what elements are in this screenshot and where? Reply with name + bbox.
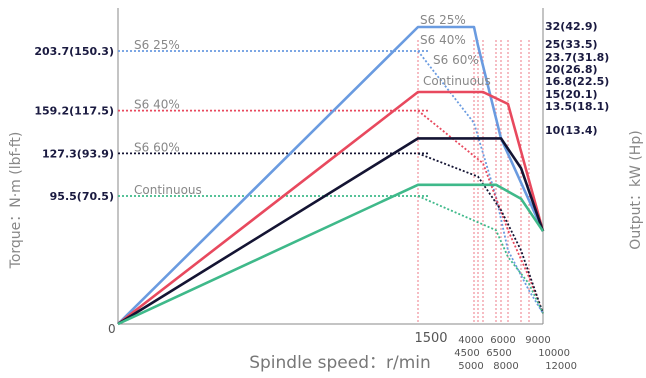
x-tick-label: 9000 xyxy=(525,335,550,346)
series-label-knee: S6 40% xyxy=(420,33,466,47)
x-tick-label: 1500 xyxy=(414,331,447,346)
x-tick-label: 4500 xyxy=(454,348,479,359)
x-tick-label: 12000 xyxy=(545,361,577,372)
output-value-label: 23.7(31.8) xyxy=(545,51,609,64)
series-label-knee: S6 60% xyxy=(433,53,479,67)
x-tick-label: 8000 xyxy=(493,361,518,372)
series-label-knee: Continuous xyxy=(423,74,491,88)
origin-label: 0 xyxy=(108,322,116,336)
x-axis-title: Spindle speed：r/min xyxy=(249,353,431,373)
x-tick-label: 10000 xyxy=(538,348,570,359)
series-label-left: S6 40% xyxy=(134,98,180,112)
output-value-label: 25(33.5) xyxy=(545,38,598,51)
torque-value-label: 95.5(70.5) xyxy=(50,190,114,203)
y-axis-title-right: Output：kW (Hp) xyxy=(628,130,644,249)
output-value-label: 13.5(18.1) xyxy=(545,100,609,113)
x-tick-label: 6500 xyxy=(486,348,511,359)
torque-guides xyxy=(118,50,428,197)
axes-frame xyxy=(117,8,544,325)
torque-curve xyxy=(417,195,544,314)
series-label-left: Continuous xyxy=(134,183,202,197)
torque-curves xyxy=(417,50,544,314)
output-curve xyxy=(117,183,545,326)
torque-value-label: 203.7(150.3) xyxy=(34,45,114,58)
y-axis-title-left: Torque：N·m (lbf-ft) xyxy=(8,132,24,270)
torque-labels: 203.7(150.3) 159.2(117.5) 127.3(93.9) 95.5(… xyxy=(34,45,114,203)
output-value-label: 10(13.4) xyxy=(545,124,598,137)
output-curves xyxy=(117,25,545,326)
torque-curve xyxy=(417,50,544,314)
output-value-label: 16.8(22.5) xyxy=(545,75,609,88)
output-curve xyxy=(117,25,545,325)
torque-curve xyxy=(417,152,544,314)
output-curve xyxy=(117,137,545,326)
series-label-left: S6 25% xyxy=(134,38,180,52)
output-value-label: 15(20.1) xyxy=(545,88,598,101)
x-tick-label: 6000 xyxy=(490,335,515,346)
output-labels: 32(42.9) 25(33.5)23.7(31.8)20(26.8)16.8(2… xyxy=(545,20,609,137)
series-label-knee: S6 25% xyxy=(420,13,466,27)
series-label-left: S6 60% xyxy=(134,140,180,154)
x-tick-labels: 1500 4000 6000 9000 4500 6500 10000 5000 8000 120… xyxy=(414,331,577,372)
x-tick-label: 5000 xyxy=(458,361,483,372)
output-value-label: 20(26.8) xyxy=(545,63,598,76)
output-curve xyxy=(117,90,545,326)
curve-labels: S6 25% S6 25% S6 40% S6 40% S6 60% S6 60% Cont… xyxy=(134,13,491,197)
output-value-label: 32(42.9) xyxy=(545,20,598,33)
torque-curve xyxy=(417,109,544,314)
torque-value-label: 159.2(117.5) xyxy=(34,105,114,118)
torque-value-label: 127.3(93.9) xyxy=(42,147,114,160)
x-tick-label: 4000 xyxy=(458,335,483,346)
